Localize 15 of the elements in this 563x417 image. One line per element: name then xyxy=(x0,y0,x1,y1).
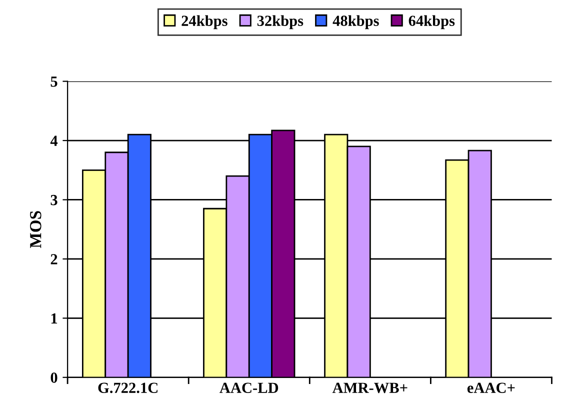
x-tick-label: G.722.1C xyxy=(98,382,158,394)
y-tick-label: 2 xyxy=(50,254,58,264)
x-tick-label: AMR-WB+ xyxy=(332,382,408,394)
y-tick-label: 3 xyxy=(50,194,58,206)
x-tick-label: eAAC+ xyxy=(467,382,515,393)
legend-label: 64kbps xyxy=(408,15,455,30)
y-axis-title: MOS xyxy=(30,211,42,248)
legend-label: 32kbps xyxy=(257,15,304,30)
y-tick-label: 1 xyxy=(51,313,58,324)
y-tick-label: 0 xyxy=(50,372,58,383)
x-tick-label: AAC-LD xyxy=(220,382,278,393)
y-tick-label: 5 xyxy=(50,76,58,87)
legend-label: 48kbps xyxy=(332,15,379,30)
legend-label: 24kbps xyxy=(182,15,228,30)
y-tick-label: 4 xyxy=(50,136,58,146)
